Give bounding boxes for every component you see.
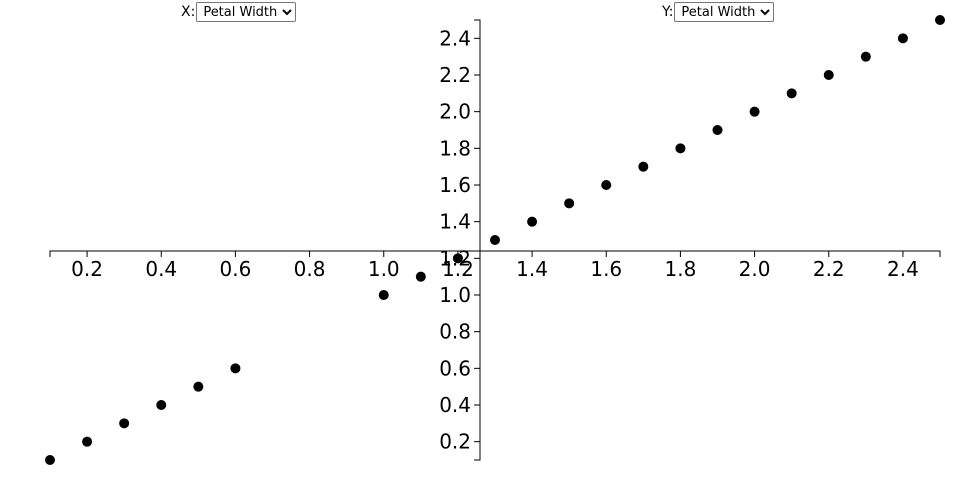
data-point — [378, 290, 389, 300]
data-point — [82, 436, 93, 447]
data-point — [490, 235, 500, 245]
y-axis: 0.20.40.60.81.01.21.41.61.82.02.22.4 — [439, 19, 481, 461]
data-point — [119, 418, 130, 429]
x-tick-label: 1.8 — [665, 257, 697, 281]
x-tick-label: 2.0 — [739, 257, 771, 281]
y-axis-select[interactable]: Petal Width — [674, 2, 775, 22]
data-point — [675, 143, 686, 154]
data-point — [823, 70, 834, 80]
y-tick-label: 1.0 — [439, 283, 471, 307]
data-point — [601, 180, 612, 190]
x-axis-control-label: X: — [181, 4, 196, 20]
x-tick-label: 1.6 — [590, 257, 622, 281]
x-axis-select[interactable]: Petal Width — [196, 2, 297, 22]
y-tick-label: 2.2 — [439, 63, 471, 87]
data-point — [452, 253, 463, 264]
y-tick-label: 0.8 — [439, 320, 471, 344]
x-tick-label: 0.4 — [145, 257, 177, 281]
y-tick-label: 1.4 — [439, 210, 471, 234]
x-tick-label: 0.8 — [294, 257, 326, 281]
data-point — [935, 15, 945, 25]
y-axis-line — [474, 19, 481, 461]
data-point — [564, 198, 575, 209]
data-point — [638, 161, 649, 172]
data-point — [156, 400, 167, 410]
y-axis-control-label: Y: — [662, 4, 674, 20]
y-tick-label: 2.0 — [439, 100, 471, 124]
y-tick-label: 1.6 — [439, 173, 471, 197]
data-point — [749, 106, 760, 117]
data-point — [860, 51, 871, 62]
x-axis-control: X: Petal Width — [181, 2, 297, 22]
x-axis: 0.2 0.4 0.6 0.8 1.0 1.2 1.4 1.6 1.8 2.0 2.2 2.4 — [49, 250, 941, 281]
x-tick-label: 2.4 — [887, 257, 919, 281]
data-point — [193, 381, 204, 392]
x-tick-label: 0.2 — [71, 257, 103, 281]
x-tick-label: 2.2 — [813, 257, 845, 281]
data-point — [45, 455, 55, 465]
y-tick-label: 1.8 — [439, 136, 471, 160]
data-point — [712, 125, 723, 135]
data-point — [527, 216, 538, 227]
y-tick-label: 0.6 — [439, 356, 471, 380]
y-tick-label: 0.4 — [439, 393, 471, 417]
x-tick-label: 0.6 — [220, 257, 252, 281]
y-tick-label: 2.4 — [439, 26, 471, 50]
data-point — [786, 88, 797, 99]
x-axis-line — [49, 250, 941, 257]
y-tick-label: 0.2 — [439, 430, 471, 454]
data-point — [230, 363, 241, 374]
x-tick-label: 1.4 — [516, 257, 548, 281]
data-point — [897, 33, 908, 44]
y-axis-control: Y: Petal Width — [662, 2, 775, 22]
data-points — [45, 15, 945, 465]
data-point — [415, 271, 426, 282]
x-tick-label: 1.0 — [368, 257, 400, 281]
